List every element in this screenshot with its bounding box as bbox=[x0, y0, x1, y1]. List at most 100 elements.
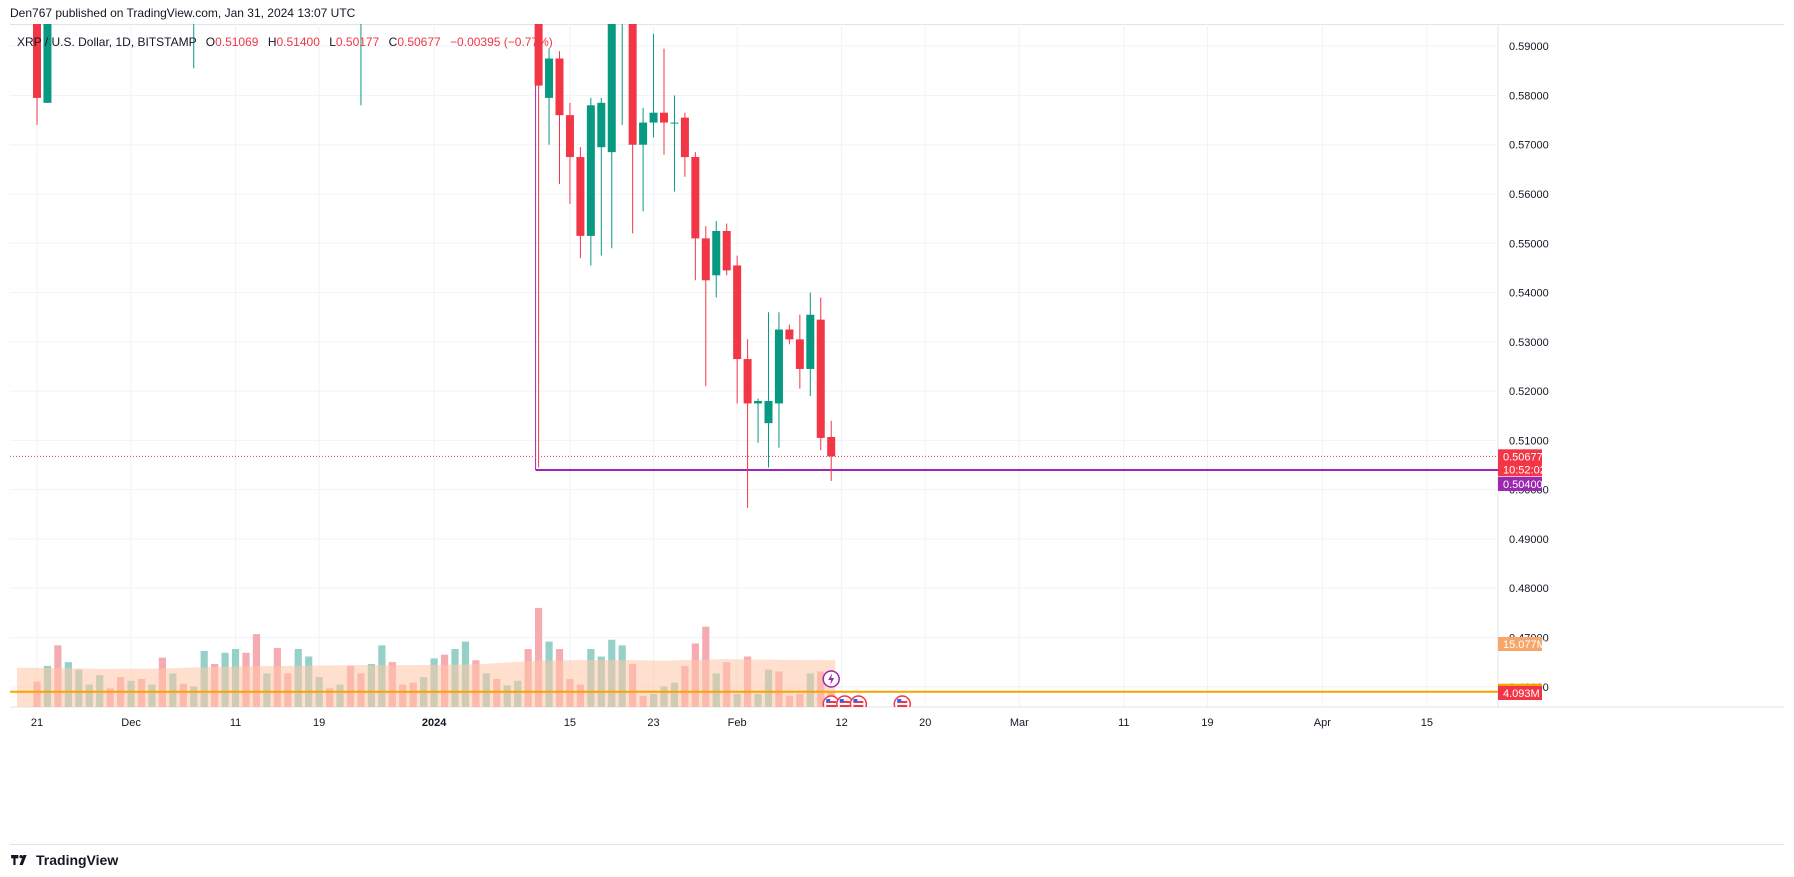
symbol-legend: XRP / U.S. Dollar, 1D, BITSTAMP O0.51069… bbox=[17, 35, 553, 49]
y-tick-label: 0.56000 bbox=[1509, 189, 1549, 201]
footer-brand[interactable]: TradingView bbox=[36, 852, 119, 868]
us-flag-icon-canton bbox=[897, 699, 902, 702]
volume-ma-label-bg bbox=[1498, 637, 1542, 651]
volume-last-label: 4.093M bbox=[1503, 688, 1540, 700]
x-tick-label: 19 bbox=[1201, 717, 1213, 729]
last-price-label: 0.50677 bbox=[1503, 451, 1543, 463]
lightning-icon-glyph bbox=[828, 673, 835, 685]
x-tick-label: 2024 bbox=[422, 717, 447, 729]
legend-close-label: C bbox=[388, 35, 398, 49]
us-flag-icon-stripe bbox=[897, 705, 908, 707]
legend-close: 0.50677 bbox=[397, 35, 441, 49]
candle-body bbox=[785, 329, 794, 340]
candle-body bbox=[701, 238, 710, 281]
candle-body bbox=[680, 117, 689, 158]
candle-body bbox=[628, 24, 637, 145]
us-flag-icon bbox=[893, 695, 912, 707]
us-flag-icon-stripe bbox=[853, 701, 864, 703]
us-flag-icon-canton bbox=[826, 699, 831, 702]
candle-body bbox=[764, 400, 773, 424]
legend-high: 0.51400 bbox=[276, 35, 320, 49]
candle-body bbox=[576, 157, 585, 236]
candle-body bbox=[534, 24, 543, 86]
volume-ma-area bbox=[17, 659, 836, 707]
us-flag-icon bbox=[849, 695, 868, 707]
candle-body bbox=[545, 58, 554, 98]
x-tick-label: Apr bbox=[1314, 717, 1331, 729]
y-tick-label: 0.49000 bbox=[1509, 534, 1549, 546]
y-tick-label: 0.52000 bbox=[1509, 386, 1549, 398]
tradingview-logo-icon[interactable] bbox=[10, 853, 30, 867]
us-flag-icon-stripe bbox=[839, 701, 850, 703]
y-tick-label: 0.51000 bbox=[1509, 435, 1549, 447]
candle-body bbox=[565, 115, 574, 158]
candle-body bbox=[586, 105, 595, 236]
y-tick-label: 0.53000 bbox=[1509, 337, 1549, 349]
volume-last-label-bg bbox=[1498, 686, 1542, 700]
legend-open: 0.51069 bbox=[215, 35, 259, 49]
candle-body bbox=[722, 230, 731, 271]
support-price-label: 0.50400 bbox=[1503, 479, 1543, 491]
candle-body bbox=[743, 359, 752, 404]
candle-body bbox=[754, 400, 763, 404]
candle-body bbox=[691, 157, 700, 239]
publisher-line: Den767 published on TradingView.com, Jan… bbox=[10, 6, 356, 20]
us-flag-icon-canton bbox=[839, 699, 844, 702]
us-flag-icon-canton bbox=[853, 699, 858, 702]
candle-body bbox=[712, 230, 721, 276]
us-flag-icon-stripe bbox=[853, 705, 864, 707]
support-price-label-bg bbox=[1498, 476, 1542, 491]
candle-body bbox=[774, 329, 783, 404]
candle-body bbox=[660, 112, 668, 123]
x-tick-label: 11 bbox=[1118, 717, 1129, 729]
x-tick-label: 19 bbox=[313, 717, 325, 729]
x-tick-label: 23 bbox=[647, 717, 659, 729]
candle-body bbox=[33, 24, 41, 98]
legend-low: 0.50177 bbox=[335, 35, 380, 49]
candle-body bbox=[795, 339, 804, 369]
chart-frame bbox=[10, 24, 1784, 845]
x-tick-label: Feb bbox=[728, 717, 747, 729]
candle-body bbox=[597, 102, 606, 148]
candle-body bbox=[43, 24, 52, 103]
candle-body bbox=[555, 58, 564, 116]
x-tick-label: 15 bbox=[564, 717, 576, 729]
y-tick-label: 0.55000 bbox=[1509, 238, 1549, 250]
y-tick-label: 0.48000 bbox=[1509, 583, 1549, 595]
candle-body bbox=[827, 437, 836, 457]
candle-body bbox=[649, 112, 658, 123]
legend-symbol[interactable]: XRP / U.S. Dollar, 1D, BITSTAMP bbox=[17, 35, 197, 49]
volume-ma-label: 15.077M bbox=[1503, 639, 1546, 651]
y-tick-label: 0.57000 bbox=[1509, 140, 1549, 152]
x-tick-label: 21 bbox=[31, 717, 43, 729]
x-tick-label: 12 bbox=[836, 717, 848, 729]
volume-bar bbox=[535, 607, 543, 707]
chart-svg[interactable]: 0.59000 0.58000 0.57000 0.56000 0.55000 0.540… bbox=[10, 24, 1784, 843]
x-tick-label: 11 bbox=[230, 717, 241, 729]
candle-body bbox=[806, 314, 815, 369]
bar-countdown-label: 10:52:02 bbox=[1503, 464, 1546, 476]
candle-body bbox=[607, 24, 616, 153]
us-flag-icon-stripe bbox=[826, 705, 837, 707]
footer: TradingView bbox=[10, 850, 118, 870]
candle-body bbox=[670, 122, 679, 124]
us-flag-icon-stripe bbox=[897, 701, 908, 703]
us-flag-icon-stripe bbox=[839, 705, 850, 707]
x-tick-label: 15 bbox=[1421, 717, 1433, 729]
legend-open-label: O bbox=[205, 35, 216, 49]
candle-body bbox=[639, 122, 648, 145]
y-tick-label: 0.58000 bbox=[1509, 90, 1549, 102]
y-tick-label: 0.59000 bbox=[1509, 41, 1549, 53]
us-flag-icon-stripe bbox=[826, 701, 837, 703]
candle-body bbox=[816, 319, 825, 438]
legend-change: −0.00395 (−0.77%) bbox=[450, 35, 553, 49]
candle-body bbox=[733, 265, 742, 360]
legend-high-label: H bbox=[267, 35, 277, 49]
x-tick-label: Mar bbox=[1010, 717, 1029, 729]
x-tick-label: 20 bbox=[919, 717, 931, 729]
plot-area[interactable] bbox=[10, 24, 1498, 712]
x-tick-label: Dec bbox=[121, 717, 141, 729]
last-price-badge-bg bbox=[1498, 449, 1542, 477]
legend-low-label: L bbox=[329, 35, 336, 49]
y-tick-label: 0.54000 bbox=[1509, 288, 1549, 300]
